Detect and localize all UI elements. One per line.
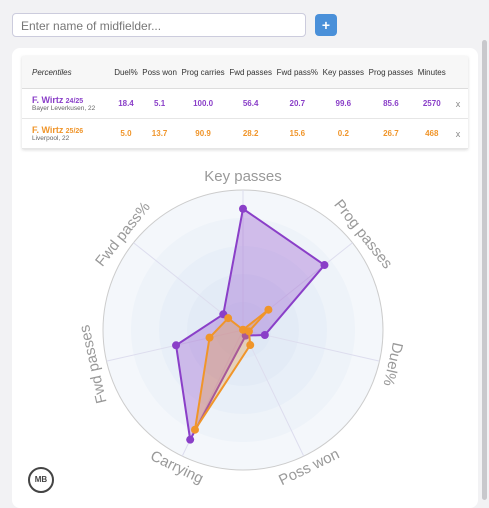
header-cell: Key passes — [320, 56, 367, 89]
series-point — [264, 305, 273, 314]
axis-line — [242, 329, 305, 457]
table-cell: 20.7 — [274, 88, 321, 119]
table: Percentiles Duel% Poss won Prog carries Fwd … — [22, 56, 468, 149]
header-cell: Fwd pass% — [274, 56, 321, 89]
table-cell: 5.0 — [112, 118, 140, 149]
club: Bayer Leverkusen, 22 — [32, 105, 96, 112]
table-cell: 5.1 — [139, 88, 180, 119]
table-cell: 18.4 — [112, 88, 140, 119]
player-cell: F. Wirtz 24/25 Bayer Leverkusen, 22 — [22, 88, 112, 119]
series-area — [193, 308, 270, 431]
logo: MB — [28, 467, 54, 493]
header-cell: Fwd passes — [226, 56, 275, 89]
header-cell — [448, 56, 468, 89]
remove-button[interactable]: x — [448, 88, 468, 119]
add-button[interactable]: + — [315, 14, 337, 36]
header-cell: Prog passes — [366, 56, 416, 89]
table-cell: 90.9 — [179, 118, 227, 149]
player-cell: F. Wirtz 25/26 Liverpool, 22 — [22, 118, 112, 149]
header-cell: Prog carries — [179, 56, 227, 89]
series-point — [186, 435, 195, 444]
table-cell: 56.4 — [226, 88, 275, 119]
series-point — [260, 330, 269, 339]
table-cell: 100.0 — [179, 88, 227, 119]
season: 24/25 — [65, 98, 84, 105]
table-cell: 2570 — [415, 88, 448, 119]
table-row: F. Wirtz 24/25 Bayer Leverkusen, 22 18.4 5.… — [22, 88, 468, 119]
table-cell: 13.7 — [139, 118, 180, 149]
header-cell: Percentiles — [22, 56, 112, 89]
club: Liverpool, 22 — [32, 135, 70, 142]
remove-button[interactable]: x — [448, 118, 468, 149]
series-point — [190, 425, 199, 434]
search-input[interactable]: Enter name of midfielder... — [12, 13, 306, 37]
series-point — [246, 341, 255, 350]
series-point — [205, 333, 214, 342]
series-point — [320, 261, 329, 270]
series-point — [239, 204, 247, 213]
axis-label: Duel% — [379, 341, 405, 388]
table-cell: 26.7 — [366, 118, 416, 149]
scrollbar[interactable] — [482, 40, 487, 500]
table-cell: 85.6 — [366, 88, 416, 119]
table-cell: 99.6 — [320, 88, 367, 119]
season: 25/26 — [65, 128, 84, 135]
table-cell: 468 — [415, 118, 448, 149]
player-name: F. Wirtz — [32, 95, 64, 105]
table-cell: 0.2 — [320, 118, 367, 149]
header-cell: Duel% — [112, 56, 140, 89]
series-point — [172, 341, 181, 350]
table-cell: 15.6 — [274, 118, 321, 149]
header-row: Percentiles Duel% Poss won Prog carries Fwd … — [22, 56, 468, 89]
axis-label: Key passes — [204, 168, 282, 185]
table-row: F. Wirtz 25/26 Liverpool, 22 5.0 13.7 90.9 28… — [22, 118, 468, 149]
series-point — [244, 327, 253, 336]
header-cell: Poss won — [139, 56, 180, 89]
player-name: F. Wirtz — [32, 125, 64, 135]
series-point — [224, 314, 233, 323]
table-cell: 28.2 — [226, 118, 275, 149]
header-cell: Minutes — [415, 56, 448, 89]
